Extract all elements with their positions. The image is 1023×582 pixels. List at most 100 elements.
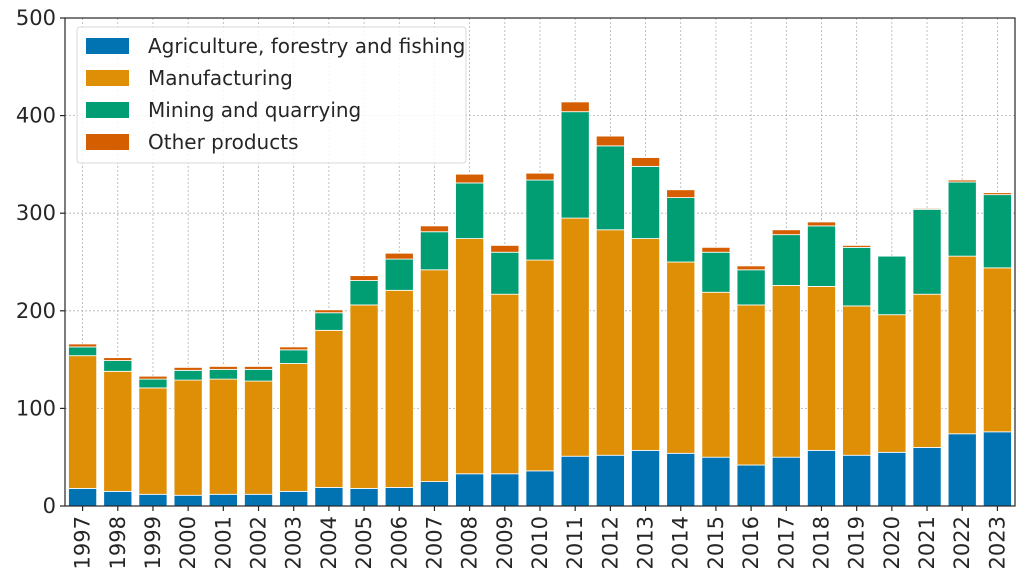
bar-segment (842, 246, 872, 307)
y-tick-label: 0 (43, 494, 56, 518)
bar-segment (877, 314, 907, 453)
bar-segment (279, 349, 309, 364)
bar-segment (208, 378, 238, 495)
bar-segment (349, 304, 379, 489)
bar-segment (982, 267, 1012, 433)
bar-segment (490, 251, 520, 295)
bar-segment (525, 470, 555, 507)
bar-segment (982, 192, 1012, 196)
bar-segment (771, 234, 801, 286)
bar-segment (314, 329, 344, 488)
bar-segment (912, 207, 942, 210)
x-tick-label: 1997 (71, 516, 95, 569)
bar-segment (490, 245, 520, 253)
bar-segment (490, 473, 520, 507)
bar-segment (525, 172, 555, 181)
bar-segment (807, 221, 836, 227)
bar-segment (455, 473, 485, 507)
bar-segment (419, 481, 449, 507)
bar-segment (666, 197, 696, 263)
bar-segment (595, 229, 625, 456)
bar-segment (771, 456, 801, 507)
bar-segment (631, 157, 661, 167)
x-tick-label: 2011 (563, 516, 587, 569)
bar-segment (138, 378, 168, 389)
x-tick-label: 2001 (211, 516, 235, 569)
bar-segment (947, 179, 977, 183)
bar-segment (912, 447, 942, 507)
bar-segment (349, 280, 379, 306)
x-tick-label: 2012 (598, 516, 622, 569)
x-tick-label: 2006 (387, 516, 411, 569)
x-tick-label: 2023 (985, 516, 1009, 569)
y-tick-label: 500 (16, 6, 56, 30)
bar-segment (244, 366, 273, 370)
bar-segment (912, 293, 942, 448)
bar-segment (349, 488, 379, 507)
bar-segment (982, 194, 1012, 269)
bar-segment (560, 455, 590, 507)
legend-swatch (86, 102, 129, 118)
bar-segment (314, 312, 344, 331)
x-tick-label: 2004 (317, 516, 341, 569)
bar-segment (384, 252, 414, 260)
bar-segment (947, 433, 977, 507)
bar-segment (631, 238, 661, 451)
bar-segment (490, 293, 520, 475)
legend-box (76, 26, 467, 164)
x-tick-label: 2021 (915, 516, 939, 569)
bar-segment (595, 145, 625, 231)
bar-segment (631, 165, 661, 239)
bar-segment (138, 375, 168, 380)
x-tick-label: 2005 (352, 516, 376, 569)
bar-segment (595, 135, 625, 147)
bar-segment (560, 217, 590, 457)
bar-segment (384, 258, 414, 291)
bar-segment (455, 238, 485, 475)
bar-segment (103, 490, 133, 507)
x-tick-label: 2009 (493, 516, 517, 569)
x-tick-label: 2010 (528, 516, 552, 569)
bar-segment (947, 255, 977, 435)
bar-segment (736, 265, 766, 271)
y-tick-label: 200 (16, 299, 56, 323)
legend-label: Manufacturing (148, 66, 293, 90)
x-tick-label: 2015 (704, 516, 728, 569)
bar-segment (701, 246, 731, 253)
bar-segment (244, 368, 273, 382)
bar-segment (68, 346, 98, 357)
bar-segment (736, 464, 766, 507)
bar-segment (173, 367, 203, 371)
legend-label: Agriculture, forestry and fishing (148, 34, 465, 58)
bar-segment (877, 451, 907, 507)
bar-segment (525, 179, 555, 261)
bar-segment (244, 380, 273, 495)
x-tick-label: 1999 (141, 516, 165, 569)
y-tick-label: 300 (16, 201, 56, 225)
bar-segment (877, 255, 907, 316)
bar-segment (314, 487, 344, 507)
bar-segment (736, 269, 766, 306)
bar-segment (419, 269, 449, 483)
bar-segment (103, 360, 133, 372)
bar-segment (455, 173, 485, 184)
bar-segment (842, 454, 872, 507)
bar-segment (842, 305, 872, 456)
y-tick-label: 400 (16, 104, 56, 128)
x-tick-label: 2018 (809, 516, 833, 569)
bar-segment (279, 490, 309, 507)
bar-segment (701, 251, 731, 293)
x-tick-label: 2013 (634, 516, 658, 569)
x-tick-label: 2017 (774, 516, 798, 569)
bar-segment (68, 355, 98, 489)
bar-segment (208, 368, 238, 380)
legend-swatch (86, 134, 129, 150)
bar-segment (384, 289, 414, 488)
bars (68, 101, 1012, 507)
bar-segment (771, 285, 801, 458)
x-tick-label: 2003 (282, 516, 306, 569)
bar-segment (947, 181, 977, 257)
bar-segment (560, 101, 590, 113)
bar-segment (807, 285, 836, 451)
bar-segment (138, 387, 168, 495)
